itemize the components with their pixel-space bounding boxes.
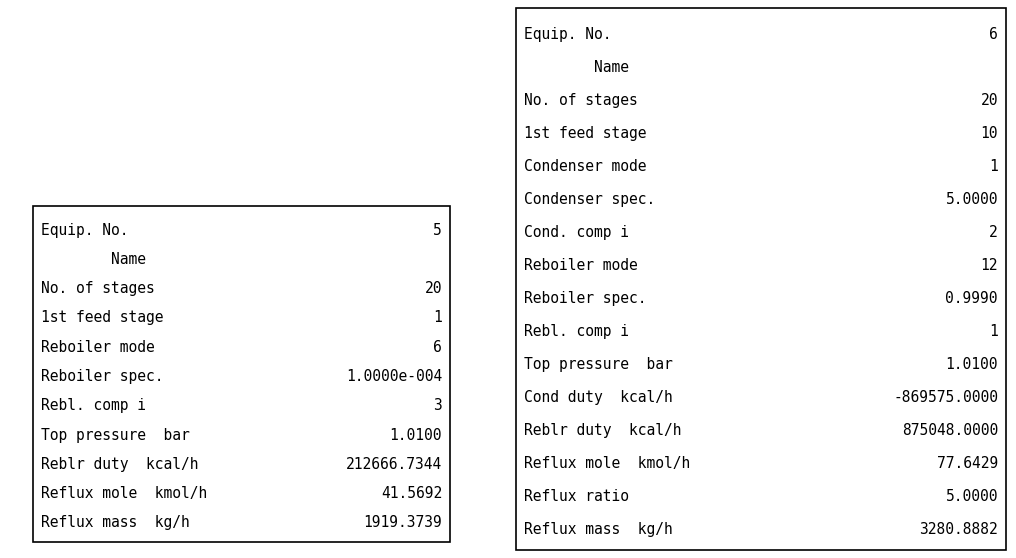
Text: Condenser mode: Condenser mode [524,158,646,174]
Text: Equip. No.: Equip. No. [41,223,128,238]
Text: 5: 5 [433,223,442,238]
Text: Reflux mole  kmol/h: Reflux mole kmol/h [524,456,690,470]
Text: Name: Name [41,252,146,267]
Text: 2: 2 [990,225,998,239]
Text: 3: 3 [433,398,442,413]
Bar [33,206,450,542]
Text: 20: 20 [980,93,998,108]
Text: 5.0000: 5.0000 [946,191,998,206]
Text: Name: Name [524,60,629,75]
Text: Reblr duty  kcal/h: Reblr duty kcal/h [41,457,198,472]
Text: 77.6429: 77.6429 [937,456,998,470]
Text: 10: 10 [980,126,998,141]
Text: 20: 20 [425,281,442,296]
Text: 1st feed stage: 1st feed stage [41,310,164,325]
Text: Reboiler mode: Reboiler mode [41,340,154,355]
Text: Reflux mole  kmol/h: Reflux mole kmol/h [41,486,207,501]
Text: 1.0000e-004: 1.0000e-004 [345,369,442,384]
Text: Reboiler spec.: Reboiler spec. [524,291,646,306]
Text: Rebl. comp i: Rebl. comp i [524,324,629,339]
Text: 12: 12 [980,258,998,273]
Text: Top pressure  bar: Top pressure bar [524,357,673,372]
Text: Reflux mass  kg/h: Reflux mass kg/h [524,522,673,537]
Text: No. of stages: No. of stages [41,281,154,296]
Bar [516,8,1006,550]
Text: 1.0100: 1.0100 [389,427,442,442]
Text: 1: 1 [990,158,998,174]
Text: -869575.0000: -869575.0000 [893,389,998,405]
Text: Cond. comp i: Cond. comp i [524,225,629,239]
Text: Rebl. comp i: Rebl. comp i [41,398,146,413]
Text: 212666.7344: 212666.7344 [345,457,442,472]
Text: Top pressure  bar: Top pressure bar [41,427,190,442]
Text: Cond duty  kcal/h: Cond duty kcal/h [524,389,673,405]
Text: 1st feed stage: 1st feed stage [524,126,646,141]
Text: 3280.8882: 3280.8882 [919,522,998,537]
Text: 6: 6 [433,340,442,355]
Text: 1.0100: 1.0100 [946,357,998,372]
Text: 5.0000: 5.0000 [946,489,998,504]
Text: Reflux ratio: Reflux ratio [524,489,629,504]
Text: 1919.3739: 1919.3739 [364,516,442,530]
Text: 875048.0000: 875048.0000 [902,422,998,437]
Text: Equip. No.: Equip. No. [524,27,612,42]
Text: 1: 1 [990,324,998,339]
Text: 6: 6 [990,27,998,42]
Text: 1: 1 [433,310,442,325]
Text: 0.9990: 0.9990 [946,291,998,306]
Text: Reboiler spec.: Reboiler spec. [41,369,164,384]
Text: Condenser spec.: Condenser spec. [524,191,655,206]
Text: Reblr duty  kcal/h: Reblr duty kcal/h [524,422,682,437]
Text: Reboiler mode: Reboiler mode [524,258,638,273]
Text: 41.5692: 41.5692 [381,486,442,501]
Text: Reflux mass  kg/h: Reflux mass kg/h [41,516,190,530]
Text: No. of stages: No. of stages [524,93,638,108]
